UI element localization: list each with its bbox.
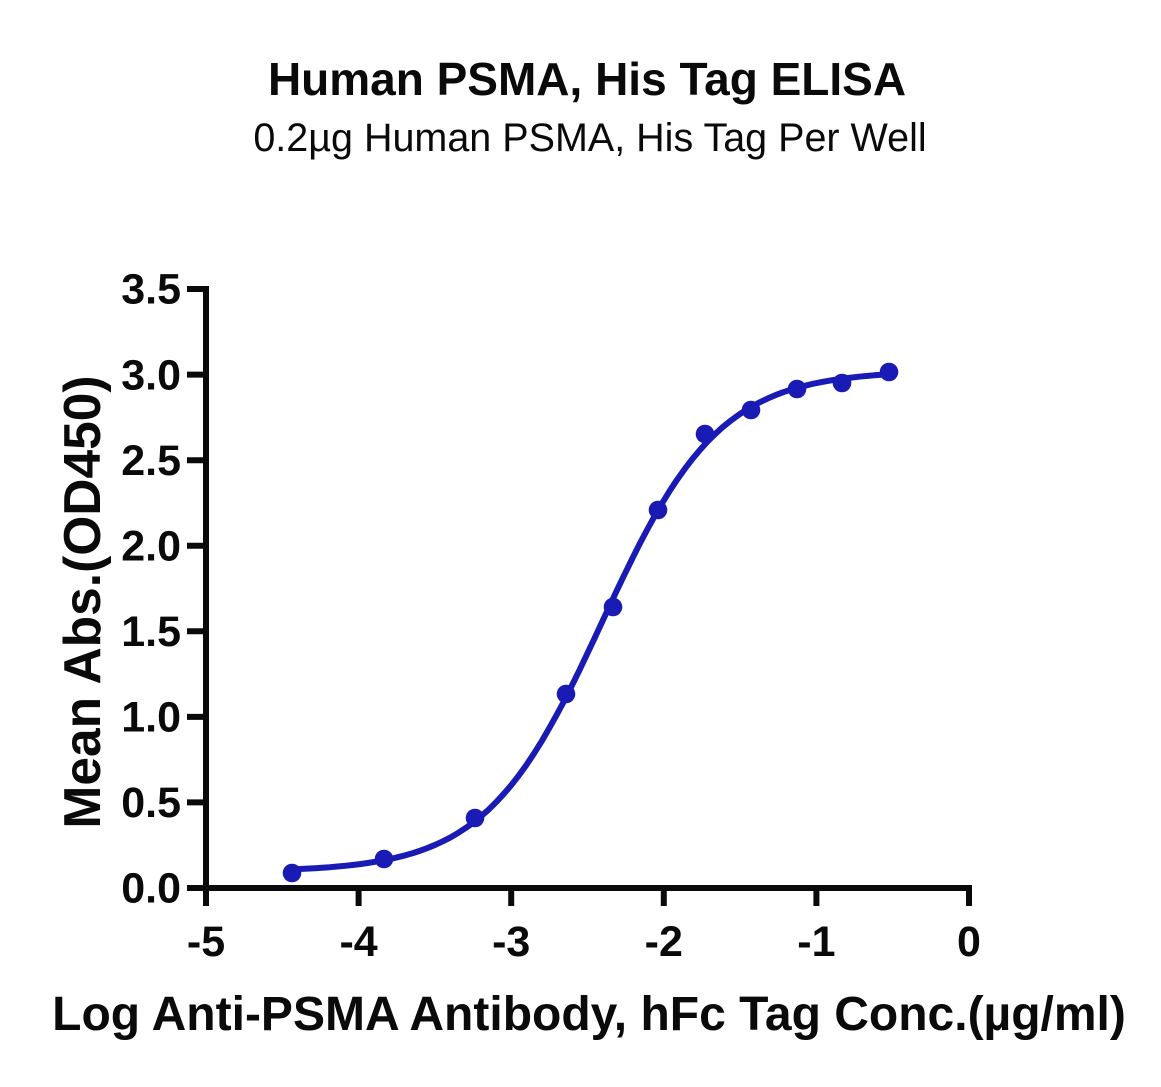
svg-text:2.0: 2.0 [121,522,181,570]
svg-text:1.0: 1.0 [121,694,181,742]
svg-text:2.5: 2.5 [121,437,181,485]
svg-text:-4: -4 [339,918,377,966]
svg-text:0.2µg Human PSMA, His Tag Per: 0.2µg Human PSMA, His Tag Per Well [253,116,926,160]
svg-text:Mean Abs.(OD450): Mean Abs.(OD450) [53,375,111,828]
svg-text:Log Anti-PSMA Antibody, hFc Ta: Log Anti-PSMA Antibody, hFc Tag Conc.(µg… [52,988,1126,1041]
svg-text:-1: -1 [797,918,835,966]
svg-text:-5: -5 [187,918,225,966]
svg-text:-2: -2 [645,918,683,966]
svg-text:Human PSMA, His Tag ELISA: Human PSMA, His Tag ELISA [268,53,906,105]
svg-text:0: 0 [957,918,981,966]
svg-text:0.0: 0.0 [121,865,181,913]
svg-text:1.5: 1.5 [121,608,181,656]
svg-text:-3: -3 [492,918,530,966]
svg-text:3.5: 3.5 [121,266,181,314]
svg-text:3.0: 3.0 [121,351,181,399]
svg-text:0.5: 0.5 [121,779,181,827]
